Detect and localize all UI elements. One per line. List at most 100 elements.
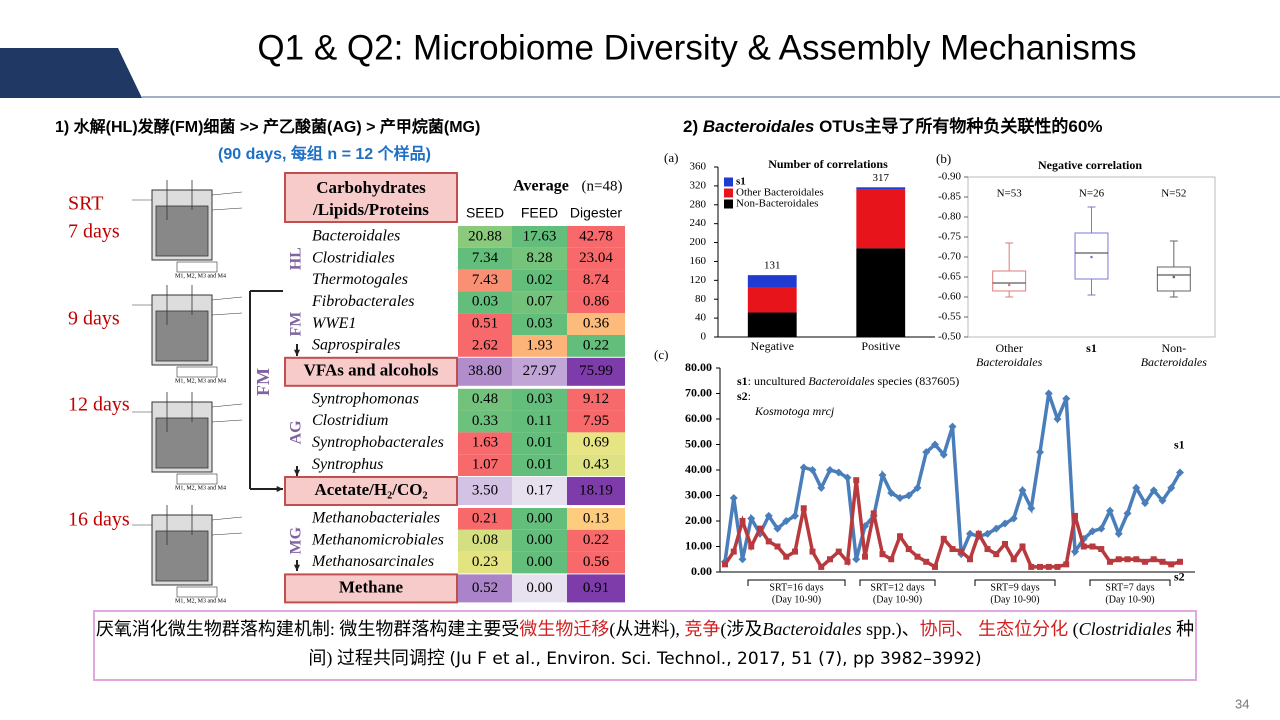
heat-cell <box>567 357 625 386</box>
y-tick-label: 40 <box>695 312 707 324</box>
x-tick-label: Other <box>996 341 1023 355</box>
heat-cell <box>458 508 512 530</box>
point-marker <box>1071 547 1079 556</box>
annotation-part: s1 <box>737 374 748 388</box>
heat-cell <box>458 454 512 476</box>
bar-segment <box>747 287 797 313</box>
arrow-head <box>276 485 283 493</box>
point-marker <box>1028 563 1035 570</box>
y-tick-label: 0.00 <box>691 564 712 578</box>
taxon-name: Methanobacteriales <box>311 510 440 527</box>
point-marker <box>1114 529 1123 538</box>
cell-value: 0.03 <box>526 391 552 407</box>
point-marker <box>905 546 912 553</box>
cell-value: 0.21 <box>472 510 498 526</box>
point-marker <box>722 561 728 568</box>
group-label: SRT=7 days <box>1105 582 1154 593</box>
legend-label: Other Bacteroidales <box>736 187 824 199</box>
annotation: s2: <box>737 389 751 403</box>
column-header: FEED <box>521 205 558 221</box>
point-marker <box>904 491 913 500</box>
heat-cell <box>567 313 625 335</box>
heat-cell <box>567 410 625 433</box>
charts: (a) Number of correlations 0 40 80 120 160 200 2… <box>654 150 1216 605</box>
cell-value: 0.43 <box>583 457 609 473</box>
heat-cell <box>567 335 625 357</box>
caption-text: 种间) 过程共同调控 <box>308 619 1195 668</box>
bar-segment <box>856 189 906 249</box>
cell-value: 7.95 <box>583 413 609 429</box>
point-marker <box>1115 556 1122 563</box>
y-tick-label: -0.80 <box>938 211 961 223</box>
series-end-label: s1 <box>1174 437 1185 451</box>
cell-value: 0.02 <box>526 272 552 288</box>
x-tick-label: Bacteroidales <box>1141 355 1208 369</box>
cell-value: 0.91 <box>583 580 609 596</box>
text-part: 2) <box>683 117 703 136</box>
point-marker <box>922 448 931 457</box>
cell-value: 23.04 <box>579 250 613 266</box>
point-marker <box>992 524 1001 533</box>
point-marker <box>862 553 868 560</box>
caption-text: ( <box>1068 619 1079 639</box>
heat-cell <box>512 574 567 603</box>
heat-cell <box>512 247 567 270</box>
table-n: (n=48) <box>582 178 623 194</box>
heat-cell <box>512 357 567 386</box>
cell-value: 1.93 <box>526 337 552 353</box>
heat-cell <box>458 574 512 603</box>
heat-cell <box>458 410 512 433</box>
caption-text: 协同、 生态位分化 <box>919 619 1069 639</box>
taxon-name: Syntrophus <box>312 456 383 473</box>
cell-value: 0.51 <box>472 316 498 332</box>
cell-value: 0.00 <box>526 580 552 596</box>
heat-cell <box>458 477 512 505</box>
caption-text: (从进料), <box>609 619 685 639</box>
point-marker <box>1177 558 1183 565</box>
point-marker <box>1141 499 1149 508</box>
cell-value: 0.08 <box>472 532 498 548</box>
point-marker <box>879 551 886 558</box>
annotation-part: species (837605) <box>875 374 960 388</box>
x-tick-label: Bacteroidales <box>976 355 1043 369</box>
mean-marker <box>1090 255 1093 259</box>
taxon-name: Bacteroidales <box>312 228 400 245</box>
heat-cell <box>458 313 512 335</box>
group-label: (Day 10-90) <box>772 594 821 605</box>
cell-value: 20.88 <box>468 228 502 244</box>
page-number: 34 <box>1235 696 1249 711</box>
annotation-part: Bacteroidales <box>808 374 875 388</box>
cell-value: 0.56 <box>583 554 610 570</box>
y-tick-label: 50.00 <box>685 436 712 450</box>
annotation: Kosmotoga mrcj <box>754 404 835 418</box>
n-label: N=26 <box>1079 188 1105 200</box>
group-label: (Day 10-90) <box>1105 594 1154 605</box>
cell-value: 0.36 <box>583 316 610 332</box>
reactor-caption: M1, M2, M3 and M4 <box>175 598 226 604</box>
taxon-name: Methanosarcinales <box>311 553 434 570</box>
point-marker <box>817 483 826 492</box>
taxon-name: Clostridium <box>312 412 388 429</box>
point-marker <box>1027 504 1036 513</box>
point-marker <box>1176 468 1184 477</box>
heat-cell <box>458 269 512 292</box>
top-box-text: Carbohydrates <box>316 178 426 197</box>
cell-value: 0.33 <box>472 413 498 429</box>
y-tick-label: -0.85 <box>938 191 961 203</box>
heat-cell <box>567 226 625 248</box>
y-tick-label: 80.00 <box>685 360 712 374</box>
cell-value: 8.74 <box>583 272 610 288</box>
heat-cell <box>512 269 567 292</box>
point-marker <box>1063 561 1070 568</box>
cell-value: 0.48 <box>472 391 498 407</box>
legend-label: s1 <box>736 176 746 188</box>
srt-label: 7 days <box>68 221 120 243</box>
point-marker <box>1150 556 1157 563</box>
point-marker <box>896 494 904 503</box>
cell-value: 0.13 <box>583 510 609 526</box>
group-label: HL <box>288 247 305 270</box>
point-marker <box>1053 415 1062 423</box>
point-marker <box>1036 448 1044 457</box>
x-tick-label: Positive <box>861 339 900 353</box>
